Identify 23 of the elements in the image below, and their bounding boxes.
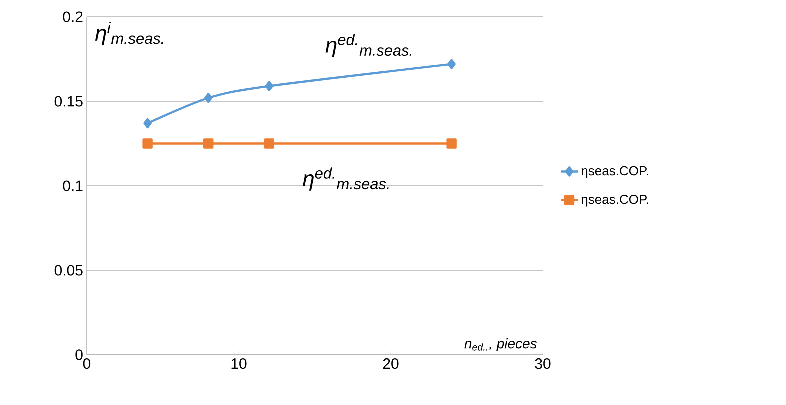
point <box>144 118 152 129</box>
legend-label: ηseas.COP. <box>582 166 648 178</box>
x-tick-label: 20 <box>383 358 399 370</box>
point <box>446 138 457 149</box>
y-tick-label: 0.2 <box>63 12 83 22</box>
annotation: η$^{ed.}$m.seas. <box>326 34 412 58</box>
y-tick-label: 0.05 <box>54 265 83 276</box>
point <box>264 138 275 149</box>
x-tick-label: 0 <box>83 358 91 370</box>
legend-label: ηseas.COP. <box>582 194 648 207</box>
annotation: η$^{ed.}$m.seas. <box>303 168 389 191</box>
x-tick-label: 10 <box>232 358 247 370</box>
y-tick-label: 0.15 <box>54 96 83 107</box>
point <box>265 81 274 92</box>
y-tick-label: 0 <box>76 350 83 360</box>
x-axis-title: n$_{ed..}$, pieces <box>464 338 538 352</box>
y-axis-title: η$^{i}$m.seas. <box>95 22 164 46</box>
x-tick-label: 30 <box>535 358 551 370</box>
point <box>142 138 153 149</box>
point <box>204 138 214 149</box>
point <box>448 59 456 70</box>
y-tick-label: 0.1 <box>63 180 83 192</box>
point <box>204 93 213 104</box>
